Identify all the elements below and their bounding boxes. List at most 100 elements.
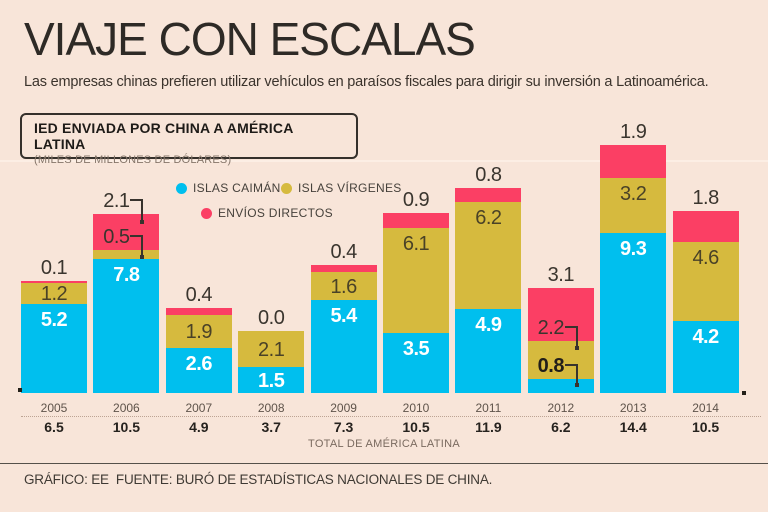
year-label: 2012 — [547, 401, 575, 415]
value-label-envios-directos: 1.8 — [692, 187, 719, 209]
axis-start-marker — [18, 388, 22, 392]
value-label-envios-directos: 3.1 — [547, 264, 575, 286]
chart-units-label: (MILES DE MILLONES DE DÓLARES) — [34, 154, 232, 166]
legend-label: ENVÍOS DIRECTOS — [218, 206, 333, 220]
value-label-envios-directos: 0.8 — [475, 164, 502, 186]
bar-segment-islas-virgenes — [93, 250, 160, 259]
total-label: 10.5 — [402, 419, 430, 435]
bar-segment-envios-directos — [93, 214, 160, 250]
year-label: 2014 — [692, 401, 719, 415]
value-label-islas-virgenes: 0.5 — [103, 226, 130, 248]
axis-end-marker — [742, 391, 746, 395]
value-label-islas-virgenes: 6.1 — [402, 233, 430, 255]
year-label: 2007 — [185, 401, 213, 415]
bar-segment-islas-virgenes — [600, 178, 667, 233]
value-label-envios-directos: 0.4 — [185, 284, 213, 306]
value-label-islas-caiman: 5.2 — [40, 309, 68, 331]
value-label-islas-virgenes: 3.2 — [620, 183, 647, 205]
bar-segment-islas-virgenes — [310, 272, 377, 300]
bar-segment-envios-directos — [600, 145, 667, 178]
bar-segment-islas-caiman — [310, 300, 377, 393]
total-label: 10.5 — [691, 419, 720, 435]
bar-segment-islas-caiman — [672, 321, 739, 393]
bar-segment-islas-virgenes — [527, 341, 594, 379]
bar-segment-envios-directos — [21, 281, 87, 283]
year-label: 2006 — [113, 401, 140, 415]
total-label: 3.7 — [261, 419, 281, 435]
value-label-envios-directos: 2.1 — [103, 190, 130, 212]
source-credit: GRÁFICO: EE FUENTE: BURÓ DE ESTADÍSTICAS… — [24, 472, 493, 487]
value-label-envios-directos: 0.0 — [258, 307, 285, 329]
bar-segment-islas-caiman — [383, 333, 449, 393]
value-label-envios-directos: 0.4 — [330, 241, 357, 263]
legend-item-islas-caiman: ISLAS CAIMÁN — [176, 181, 281, 195]
legend-label: ISLAS CAIMÁN — [193, 181, 281, 195]
value-label-islas-virgenes: 4.6 — [692, 247, 719, 269]
value-label-envios-directos: 0.9 — [402, 189, 430, 211]
bar-segment-islas-caiman — [600, 233, 667, 393]
year-label: 2005 — [40, 401, 68, 415]
bar-segment-envios-directos — [310, 265, 377, 272]
year-label: 2011 — [475, 401, 502, 415]
year-label: 2013 — [619, 401, 647, 415]
year-label: 2010 — [402, 401, 430, 415]
callout-bracket — [130, 235, 145, 259]
background-gridline — [0, 160, 768, 162]
value-label-islas-virgenes: 6.2 — [475, 207, 502, 229]
axis-dotted-divider — [21, 416, 761, 417]
year-label: 2009 — [330, 401, 357, 415]
total-label: 10.5 — [112, 419, 141, 435]
value-label-islas-caiman: 2.6 — [185, 353, 213, 375]
bar-segment-envios-directos — [672, 211, 739, 242]
legend-label: ISLAS VÍRGENES — [298, 181, 402, 195]
legend-dot-virgenes-icon — [281, 182, 292, 194]
bar-segment-envios-directos — [165, 308, 232, 315]
value-label-islas-caiman: 4.2 — [692, 326, 719, 348]
callout-bracket — [130, 199, 145, 224]
value-label-envios-directos: 0.1 — [40, 257, 68, 279]
callout-bracket — [564, 326, 579, 350]
total-label: 11.9 — [475, 419, 502, 435]
legend-item-envios-directos: ENVÍOS DIRECTOS — [201, 206, 333, 220]
chart-title-box: IED ENVIADA POR CHINA A AMÉRICA LATINA (… — [20, 113, 358, 166]
page-title: VIAJE CON ESCALAS — [24, 13, 476, 65]
total-label: 7.3 — [333, 419, 354, 435]
bar-segment-islas-virgenes — [21, 283, 87, 304]
value-label-islas-caiman: 3.5 — [402, 338, 430, 360]
bar-segment-envios-directos — [527, 288, 594, 341]
value-label-islas-virgenes: 1.6 — [330, 275, 357, 298]
value-label-islas-caiman: 9.3 — [620, 238, 647, 260]
totals-caption: TOTAL DE AMÉRICA LATINA — [308, 438, 460, 450]
value-label-islas-caiman: 7.8 — [113, 264, 140, 286]
value-label-islas-caiman: 1.5 — [258, 369, 285, 392]
bar-segment-islas-caiman — [527, 379, 594, 393]
value-label-islas-virgenes: 1.9 — [185, 321, 213, 343]
bar-segment-envios-directos — [383, 213, 449, 228]
legend-dot-caiman-icon — [176, 182, 187, 194]
bar-segment-islas-caiman — [165, 348, 232, 393]
bar-segment-islas-caiman — [238, 367, 305, 393]
value-label-islas-caiman: 0.8 — [537, 355, 565, 377]
bar-segment-islas-virgenes — [672, 242, 739, 321]
value-label-islas-virgenes: 1.2 — [40, 283, 68, 305]
total-label: 6.2 — [551, 419, 571, 435]
footer-divider — [0, 463, 768, 464]
value-label-islas-caiman: 5.4 — [330, 305, 357, 327]
legend-item-islas-virgenes: ISLAS VÍRGENES — [281, 181, 402, 195]
bar-segment-islas-virgenes — [238, 331, 305, 367]
year-label: 2008 — [257, 401, 285, 415]
bar-segment-islas-caiman — [455, 309, 522, 393]
bar-segment-islas-virgenes — [455, 202, 522, 309]
callout-bracket — [564, 364, 579, 387]
total-label: 6.5 — [44, 419, 64, 435]
value-label-islas-caiman: 4.9 — [475, 314, 502, 336]
page-subtitle: Las empresas chinas prefieren utilizar v… — [24, 74, 709, 90]
bar-segment-islas-virgenes — [383, 228, 449, 333]
bar-segment-islas-caiman — [21, 304, 87, 393]
total-label: 4.9 — [189, 419, 209, 435]
value-label-islas-virgenes: 2.2 — [537, 317, 565, 339]
chart-title: IED ENVIADA POR CHINA A AMÉRICA LATINA — [34, 120, 293, 152]
value-label-envios-directos: 1.9 — [620, 121, 647, 143]
bar-segment-islas-virgenes — [165, 315, 232, 348]
